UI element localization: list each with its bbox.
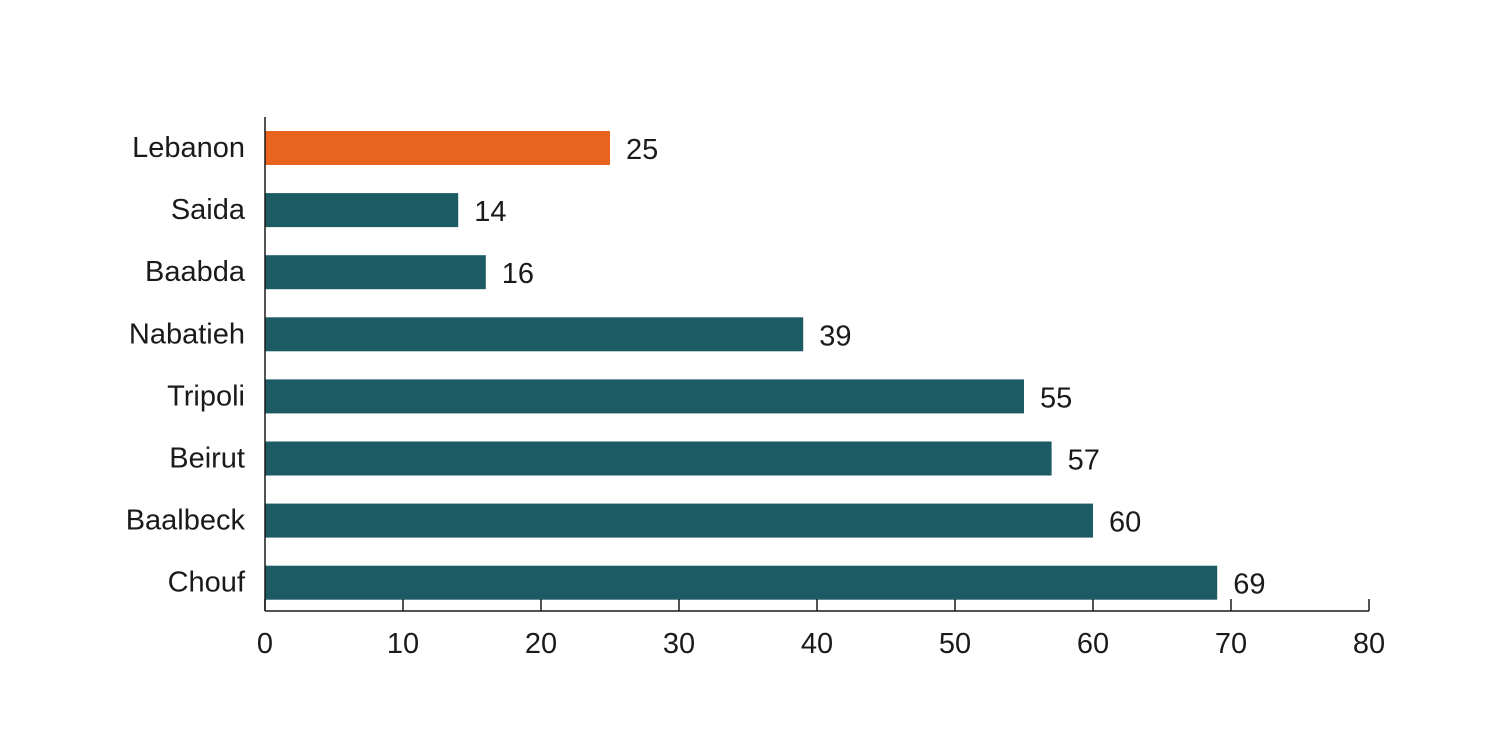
- category-label-chouf: Chouf: [168, 567, 246, 599]
- value-label-baalbeck: 60: [1109, 507, 1141, 539]
- category-label-baabda: Baabda: [145, 256, 246, 288]
- bar-lebanon: [265, 131, 610, 165]
- x-tick-label-30: 30: [663, 628, 695, 660]
- bar-nabatieh: [265, 317, 804, 352]
- value-label-beirut: 57: [1068, 445, 1100, 477]
- bar-tripoli: [265, 379, 1024, 414]
- x-tick-label-70: 70: [1215, 628, 1247, 660]
- bar-chouf: [265, 565, 1218, 600]
- value-label-nabatieh: 39: [819, 320, 851, 352]
- x-tick-label-80: 80: [1353, 628, 1385, 660]
- category-label-tripoli: Tripoli: [167, 380, 245, 412]
- bar-saida: [265, 193, 459, 228]
- x-tick-label-60: 60: [1077, 628, 1109, 660]
- value-label-tripoli: 55: [1040, 382, 1072, 414]
- category-label-lebanon: Lebanon: [132, 132, 245, 164]
- bar-beirut: [265, 441, 1052, 476]
- category-label-nabatieh: Nabatieh: [129, 318, 245, 350]
- category-label-beirut: Beirut: [169, 443, 245, 475]
- x-tick-label-10: 10: [387, 628, 419, 660]
- x-tick-label-20: 20: [525, 628, 557, 660]
- category-label-saida: Saida: [171, 194, 246, 226]
- x-tick-label-0: 0: [257, 628, 273, 660]
- axes-group: [264, 117, 1370, 612]
- category-label-baalbeck: Baalbeck: [126, 505, 246, 537]
- x-tick-label-40: 40: [801, 628, 833, 660]
- x-tick-label-50: 50: [939, 628, 971, 660]
- bar-baalbeck: [265, 503, 1093, 538]
- value-label-chouf: 69: [1233, 569, 1265, 601]
- bar-baabda: [265, 255, 486, 290]
- bars-group: [265, 131, 1218, 600]
- value-label-baabda: 16: [502, 258, 534, 290]
- value-label-saida: 14: [474, 196, 506, 228]
- value-label-lebanon: 25: [626, 134, 658, 166]
- labels-group: Lebanon 25 Saida 14 Baabda 16 Nabatieh 39 Tripol…: [126, 132, 1385, 660]
